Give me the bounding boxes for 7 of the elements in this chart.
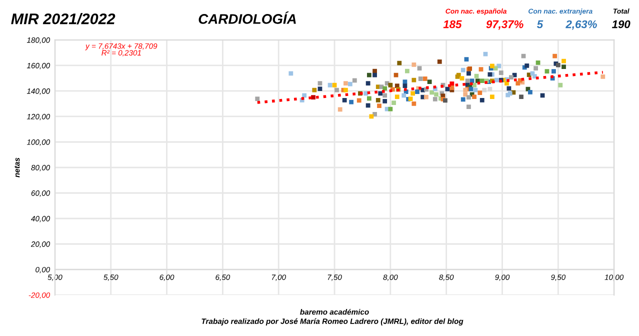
text: 97,37%	[486, 20, 524, 30]
text: 185	[443, 20, 462, 28]
chart-title: CARDIOLOGÍA	[198, 11, 296, 24]
text: 5	[536, 20, 544, 28]
text: 190	[612, 20, 630, 28]
text: MIR 2021/2022	[11, 13, 116, 24]
text: 2,63%	[566, 20, 597, 30]
